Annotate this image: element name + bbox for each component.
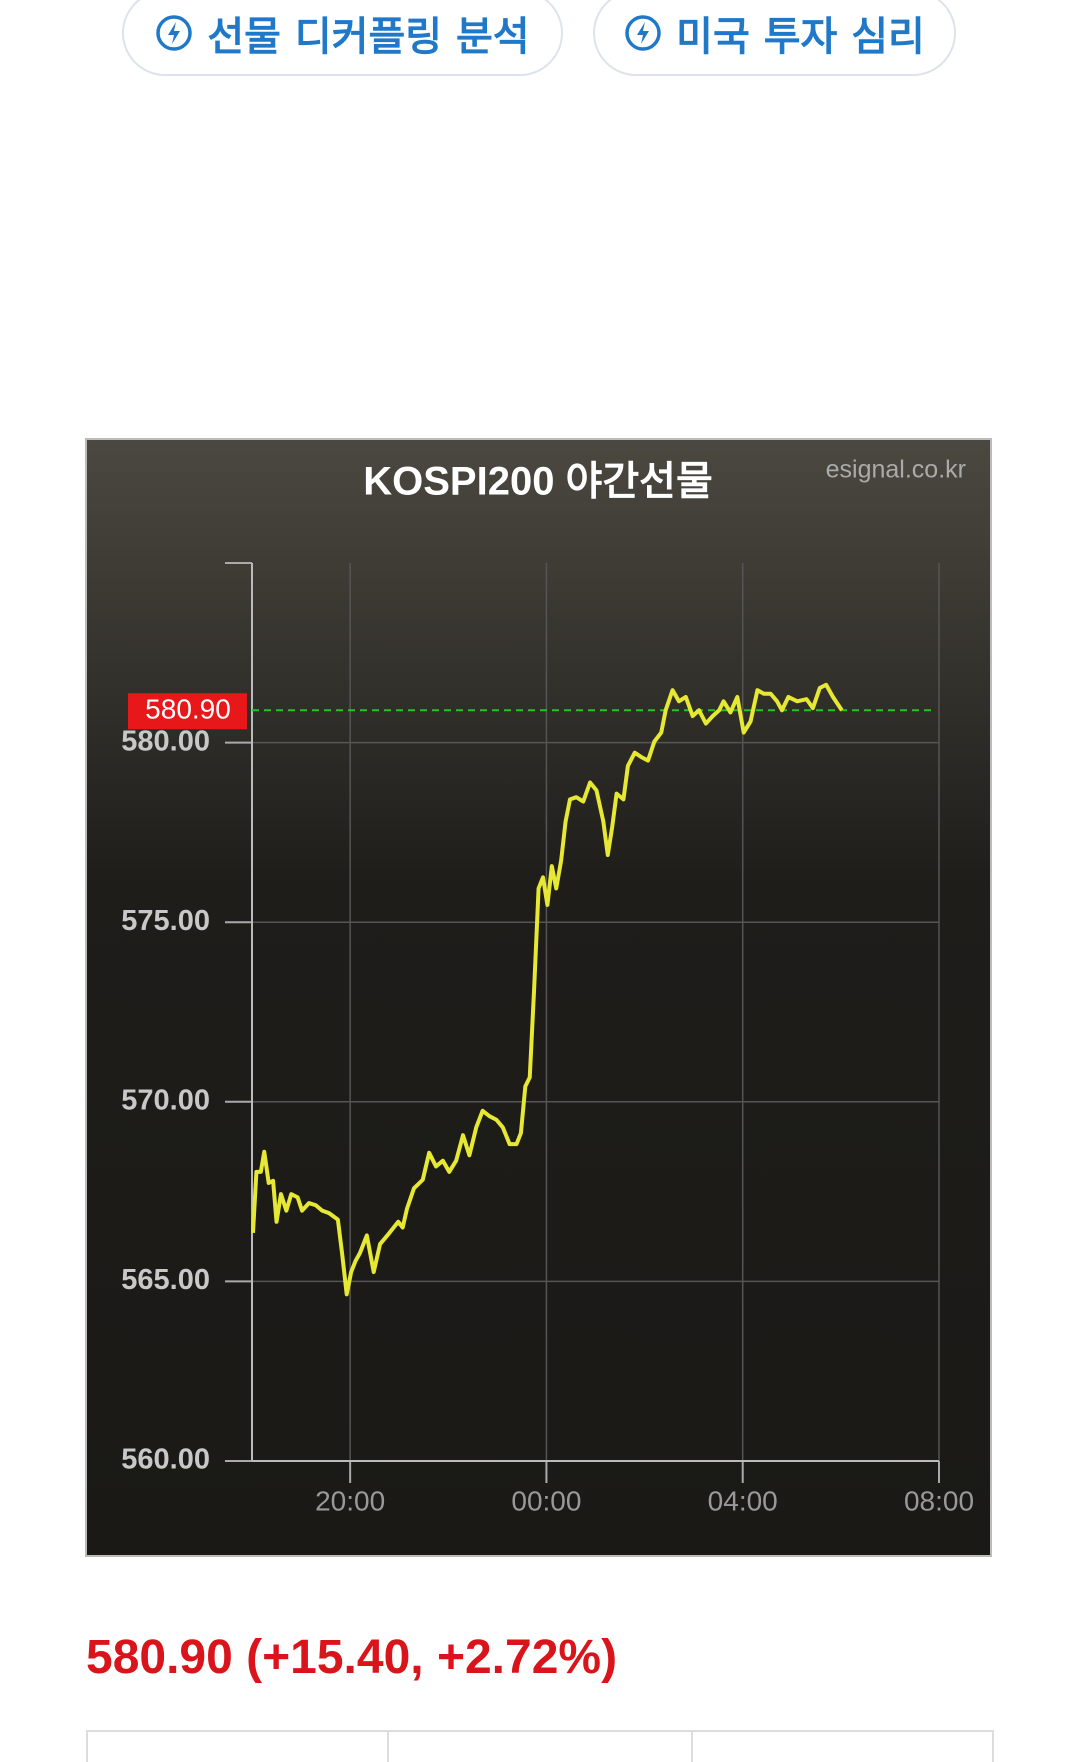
y-tick-label: 570.00 (121, 1084, 210, 1116)
chart-title: KOSPI200 야간선물 (363, 460, 713, 504)
chart: KOSPI200 야간선물 esignal.co.kr 560.00 565.00… (85, 438, 992, 1557)
price-summary: 580.90 (+15.40, +2.72%) (86, 1631, 618, 1684)
x-tick-label: 20:00 (315, 1485, 385, 1516)
reference-label: 580.90 (145, 694, 231, 725)
bolt-icon (625, 15, 661, 51)
y-tick-label: 560.00 (121, 1444, 210, 1476)
x-tick-label: 04:00 (708, 1485, 778, 1516)
button-label: 미국 투자 심리 (676, 14, 925, 60)
price-line (250, 682, 844, 1297)
y-tick-label: 575.00 (121, 905, 210, 937)
button-label: 선물 디커플링 분석 (207, 14, 530, 60)
x-tick-label: 08:00 (904, 1485, 974, 1516)
source-label: esignal.co.kr (826, 456, 966, 484)
decoupling-button[interactable]: 선물 디커플링 분석 (122, 0, 563, 76)
table-header (86, 1730, 994, 1762)
chart-frame (85, 438, 992, 1557)
bolt-icon (156, 15, 193, 51)
x-tick-label: 00:00 (511, 1485, 581, 1516)
y-tick-label: 565.00 (121, 1264, 210, 1296)
y-tick-label: 580.00 (121, 725, 210, 757)
sentiment-button[interactable]: 미국 투자 심리 (593, 0, 956, 76)
reference-label-box (128, 693, 247, 730)
